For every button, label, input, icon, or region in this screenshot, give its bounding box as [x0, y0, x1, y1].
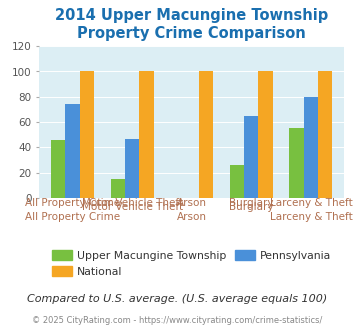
Bar	[65, 104, 80, 198]
Text: Larceny & Theft: Larceny & Theft	[269, 198, 352, 208]
Text: Motor Vehicle Theft: Motor Vehicle Theft	[82, 198, 182, 208]
Bar	[139, 72, 153, 198]
Text: Arson: Arson	[177, 212, 207, 222]
Text: All Property Crime: All Property Crime	[25, 212, 120, 222]
Bar	[230, 165, 244, 198]
Text: Compared to U.S. average. (U.S. average equals 100): Compared to U.S. average. (U.S. average …	[27, 294, 328, 304]
Bar	[51, 140, 65, 198]
Text: All Property Crime: All Property Crime	[25, 198, 120, 208]
Text: Burglary: Burglary	[229, 198, 274, 208]
Bar	[244, 116, 258, 198]
Text: Larceny & Theft: Larceny & Theft	[269, 212, 352, 222]
Bar	[289, 128, 304, 198]
Bar	[318, 72, 332, 198]
Legend: Upper Macungine Township, National, Pennsylvania: Upper Macungine Township, National, Penn…	[48, 246, 335, 281]
Bar	[258, 72, 273, 198]
Bar	[125, 139, 139, 198]
Bar	[199, 72, 213, 198]
Bar	[80, 72, 94, 198]
Text: © 2025 CityRating.com - https://www.cityrating.com/crime-statistics/: © 2025 CityRating.com - https://www.city…	[32, 316, 323, 325]
Text: Arson: Arson	[177, 198, 207, 208]
Bar	[111, 179, 125, 198]
Title: 2014 Upper Macungine Township
Property Crime Comparison: 2014 Upper Macungine Township Property C…	[55, 9, 328, 41]
Text: Motor Vehicle Theft: Motor Vehicle Theft	[82, 202, 182, 212]
Bar	[304, 97, 318, 198]
Text: Burglary: Burglary	[229, 202, 274, 212]
